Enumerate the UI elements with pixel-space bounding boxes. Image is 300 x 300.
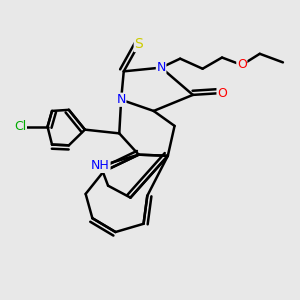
Text: Cl: Cl [14, 120, 26, 133]
Text: S: S [134, 38, 143, 51]
Text: N: N [116, 93, 126, 106]
Text: N: N [156, 61, 166, 74]
Text: NH: NH [91, 159, 110, 172]
Text: O: O [237, 58, 247, 71]
Text: O: O [217, 86, 227, 100]
